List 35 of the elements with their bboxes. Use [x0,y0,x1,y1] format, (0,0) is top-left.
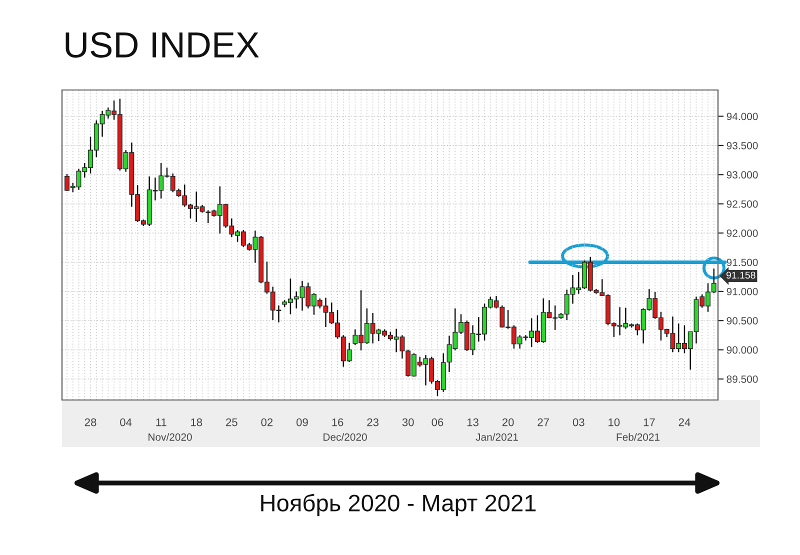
x-tick-label: 16 [332,418,344,426]
y-tick-label: 93.000 [726,171,758,179]
y-tick-label: 91.500 [726,258,758,266]
text: Nov/2020 [148,433,192,441]
x-tick-label: 23 [367,418,378,426]
x-tick-label: 03 [572,418,584,426]
y-tick-label: 93.500 [726,142,758,150]
x-tick-label: 27 [538,418,549,426]
y-tick-label: 92.500 [726,200,758,208]
x-tick-label: 02 [261,418,273,426]
y-tick-label: 90.500 [726,317,758,324]
x-tick-label: 04 [120,418,132,426]
x-tick-label: 30 [402,418,414,426]
x-tick-label: 20 [502,418,514,426]
x-tick-label: 09 [296,418,308,426]
x-tick-label: 28 [84,418,96,426]
text: 91.158 [726,272,756,279]
y-tick-label: 91.000 [726,288,758,296]
x-tick-label: 13 [467,418,478,426]
x-tick-label: 18 [191,418,202,426]
text: Dec/2020 [324,433,367,441]
text: Feb/2021 [616,433,660,441]
x-tick-label: 10 [608,418,620,426]
x-tick-label: 25 [226,418,238,426]
y-tick-label: 90.000 [726,346,758,354]
chart-title: USD INDEX [66,32,259,58]
x-tick-label: 17 [644,418,655,426]
x-tick-label: 11 [156,418,166,426]
text: Jan/2021 [476,433,518,441]
y-tick-label: 92.000 [726,230,758,237]
text: Ноябрь 2020 - Март 2021 [261,494,536,516]
y-tick-label: 89.500 [726,375,758,383]
x-tick-label: 06 [432,418,444,426]
y-tick-label: 94.000 [726,112,758,120]
x-tick-label: 24 [678,418,690,426]
